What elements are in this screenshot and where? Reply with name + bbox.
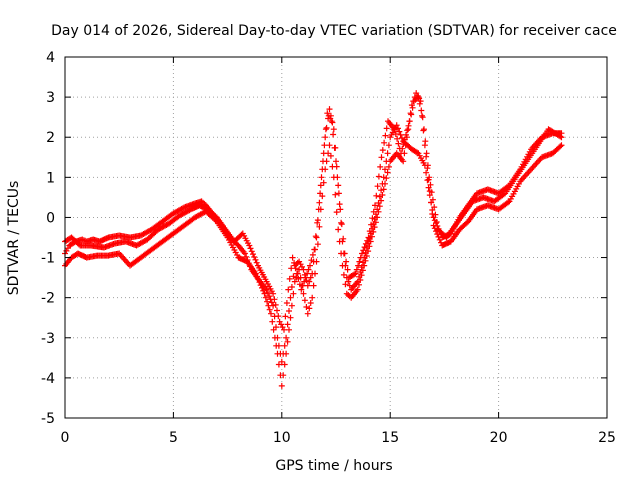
x-tick-label: 10	[273, 430, 291, 446]
axis-ticks: 0 5 10 15 20 25 -5 -4 -3 -2 -1 0 1 2 3 4	[41, 50, 616, 446]
data-marks	[62, 90, 565, 389]
plot-frame	[64, 56, 608, 419]
y-tick-label: 0	[46, 210, 55, 226]
x-tick-label: 15	[381, 430, 399, 446]
x-axis-label: GPS time / hours	[275, 458, 392, 474]
y-tick-label: -3	[41, 331, 55, 347]
y-tick-label: -2	[41, 291, 55, 307]
plus-marker-path	[62, 94, 565, 333]
y-axis-label: SDTVAR / TECUs	[6, 181, 22, 296]
y-tick-label: 1	[46, 170, 55, 186]
x-tick-label: 25	[598, 430, 616, 446]
chart-title: Day 014 of 2026, Sidereal Day-to-day VTE…	[51, 23, 617, 39]
y-tick-label: 3	[46, 90, 55, 106]
x-tick-label: 5	[169, 430, 178, 446]
x-tick-label: 0	[61, 430, 70, 446]
y-tick-label: 4	[46, 50, 55, 66]
plus-marker-path	[62, 90, 565, 389]
series-3-marks	[62, 94, 565, 333]
series-2-marks	[62, 90, 565, 389]
grid-lines	[65, 57, 607, 418]
x-tick-label: 20	[490, 430, 508, 446]
y-tick-label: -4	[41, 371, 55, 387]
plus-marker-path	[62, 106, 565, 365]
y-tick-label: -1	[41, 251, 55, 267]
y-tick-label: 2	[46, 130, 55, 146]
y-tick-label: -5	[41, 411, 55, 427]
series-1-marks	[62, 106, 565, 365]
